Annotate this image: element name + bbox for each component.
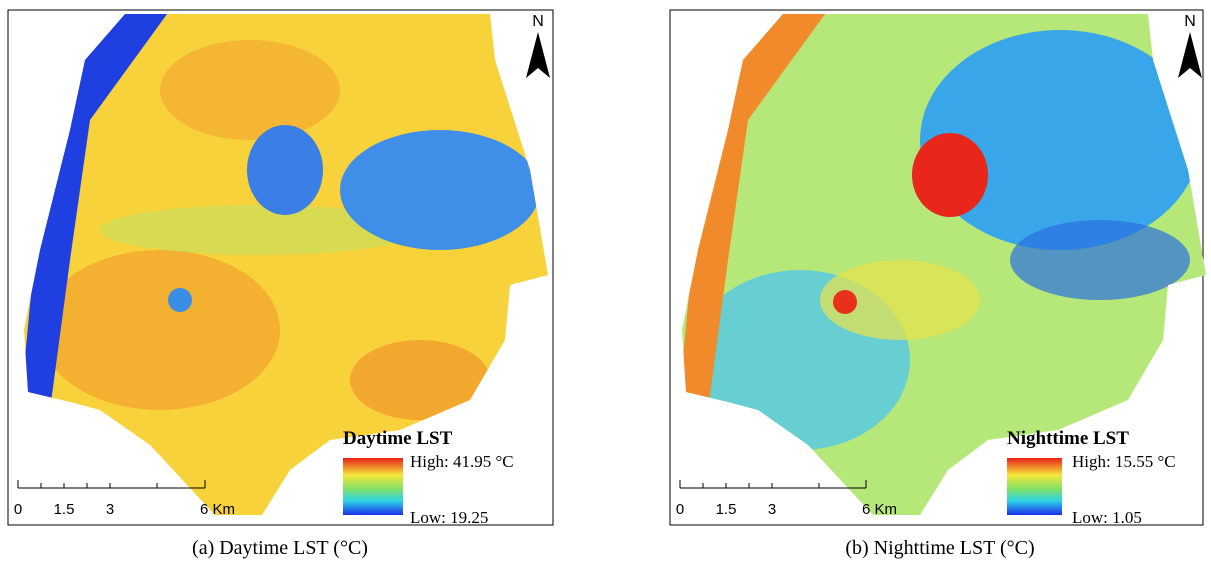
legend-title: Nighttime LST (1007, 428, 1129, 449)
map (682, 14, 1206, 515)
scale-bar (17, 480, 206, 489)
map (24, 14, 548, 515)
scale-label: 3 (768, 501, 776, 518)
legend-ramp (1007, 458, 1062, 515)
north-label: N (532, 13, 544, 30)
legend-high: High: 15.55 °C (1072, 452, 1176, 471)
scale-label: 6 Km (200, 501, 235, 518)
panel-b: N Nighttime LST High: 15.55 °C Low: 1.05… (669, 9, 1206, 559)
scale-label: 1.5 (716, 501, 737, 518)
scale-label: 0 (676, 501, 684, 518)
scale-label: 0 (14, 501, 22, 518)
panel-a: N Daytime LST High: 41.95 °C Low: 19.25 … (7, 9, 554, 559)
frame (7, 9, 554, 526)
legend-ramp (343, 458, 403, 515)
legend-low: Low: 1.05 (1072, 508, 1142, 527)
north-arrow (1178, 32, 1202, 78)
north-label: N (1184, 13, 1196, 30)
legend-title: Daytime LST (343, 428, 453, 449)
caption: (a) Daytime LST (°C) (192, 537, 368, 559)
north-arrow (526, 32, 550, 78)
legend-low: Low: 19.25 (410, 508, 488, 527)
caption: (b) Nighttime LST (°C) (845, 537, 1034, 559)
scale-label: 3 (106, 501, 114, 518)
legend-high: High: 41.95 °C (410, 452, 514, 471)
scale-label: 1.5 (54, 501, 75, 518)
scale-label: 6 Km (862, 501, 897, 518)
scale-bar (679, 480, 867, 489)
